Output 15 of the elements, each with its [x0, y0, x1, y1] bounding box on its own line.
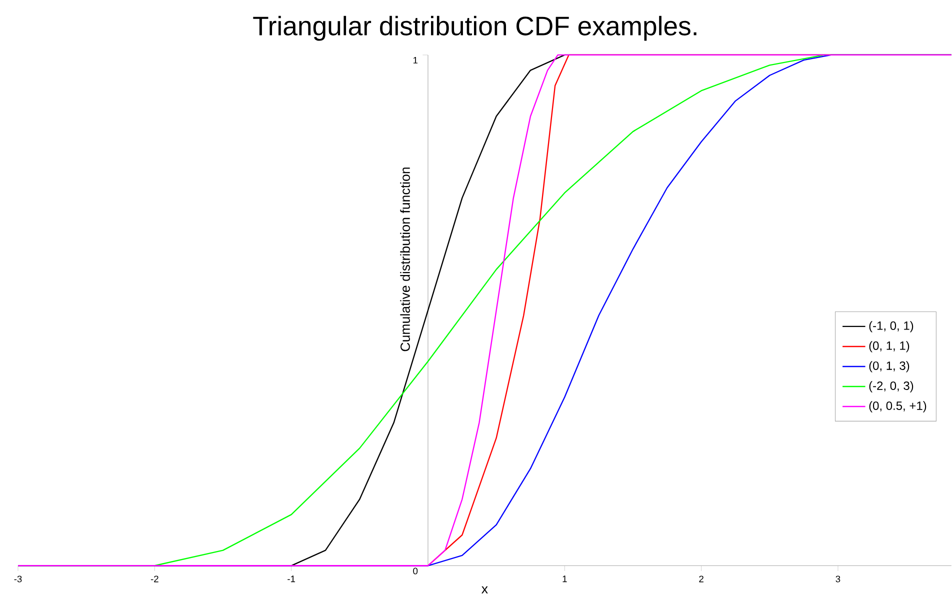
x-axis-title: x — [482, 586, 488, 594]
x-tick-label: 3 — [836, 576, 840, 582]
x-tick-label: 2 — [699, 576, 704, 582]
x-tick-label: -2 — [150, 576, 158, 582]
x-tick-label: -1 — [288, 576, 296, 582]
legend-label: (0, 1, 3) — [869, 361, 910, 372]
legend-label: (0, 1, 1) — [869, 341, 910, 352]
legend-label: (0, 0.5, +1) — [869, 401, 926, 413]
x-tick-label: 1 — [562, 576, 567, 582]
y-axis-title: Cumulative distribution function — [400, 168, 410, 352]
y-tick-label: 0 — [413, 568, 418, 574]
legend-label: (-1, 0, 1) — [869, 321, 914, 332]
x-tick-label: -3 — [14, 576, 22, 582]
chart-title: Triangular distribution CDF examples. — [253, 16, 696, 41]
legend-label: (-2, 0, 3) — [869, 381, 914, 393]
